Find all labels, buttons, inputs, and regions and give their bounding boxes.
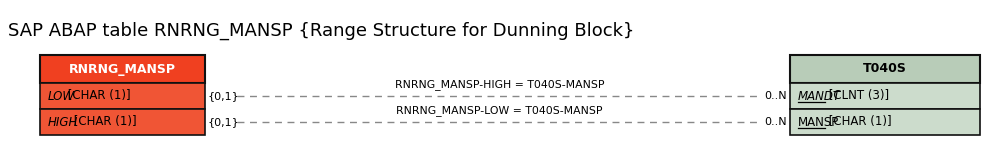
Text: [CLNT (3)]: [CLNT (3)] (824, 89, 889, 102)
Text: 0..N: 0..N (763, 117, 786, 127)
FancyBboxPatch shape (789, 83, 979, 109)
Text: SAP ABAP table RNRNG_MANSP {Range Structure for Dunning Block}: SAP ABAP table RNRNG_MANSP {Range Struct… (8, 22, 634, 40)
Text: RNRNG_MANSP-LOW = T040S-MANSP: RNRNG_MANSP-LOW = T040S-MANSP (396, 105, 602, 116)
Text: {0,1}: {0,1} (208, 117, 240, 127)
Text: LOW: LOW (48, 89, 75, 102)
Text: T040S: T040S (863, 63, 906, 76)
FancyBboxPatch shape (789, 109, 979, 135)
Text: 0..N: 0..N (763, 91, 786, 101)
Text: MANSP: MANSP (797, 115, 839, 129)
Text: [CHAR (1)]: [CHAR (1)] (70, 115, 136, 129)
Text: RNRNG_MANSP-HIGH = T040S-MANSP: RNRNG_MANSP-HIGH = T040S-MANSP (394, 79, 604, 90)
Text: [CHAR (1)]: [CHAR (1)] (64, 89, 131, 102)
Text: HIGH: HIGH (48, 115, 78, 129)
Text: MANDT: MANDT (797, 89, 841, 102)
FancyBboxPatch shape (40, 109, 205, 135)
Text: {0,1}: {0,1} (208, 91, 240, 101)
FancyBboxPatch shape (789, 55, 979, 83)
FancyBboxPatch shape (40, 83, 205, 109)
Text: [CHAR (1)]: [CHAR (1)] (824, 115, 892, 129)
FancyBboxPatch shape (40, 55, 205, 83)
Text: RNRNG_MANSP: RNRNG_MANSP (69, 63, 176, 76)
